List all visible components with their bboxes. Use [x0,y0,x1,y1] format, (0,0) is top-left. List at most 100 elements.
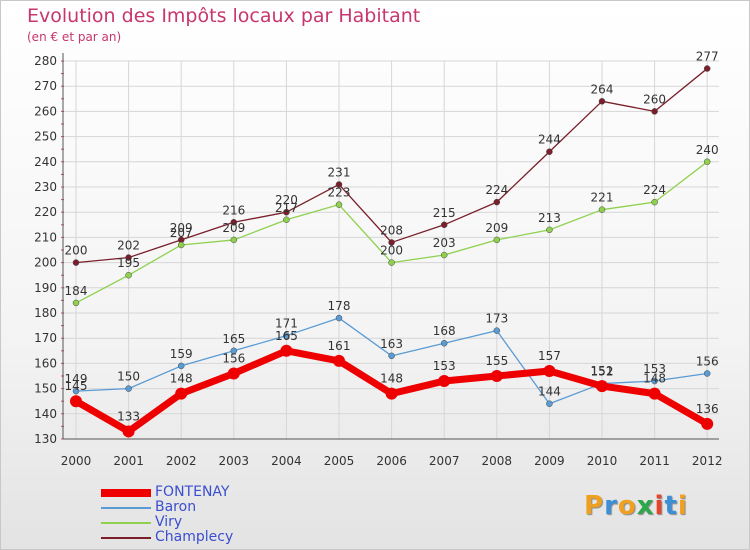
data-point [335,314,343,322]
data-label: 184 [65,284,88,298]
logo-letter: o [617,491,637,521]
data-point [388,239,395,246]
x-tick-label: 2009 [534,454,565,468]
data-point [546,148,553,155]
data-label: 244 [538,133,561,147]
y-tick-label: 160 [34,356,57,370]
data-label: 221 [591,191,614,205]
y-tick-label: 200 [34,256,57,270]
data-label: 156 [222,351,245,365]
data-label: 223 [328,186,351,200]
data-point [230,219,238,226]
data-point [648,387,661,400]
data-point [72,299,80,307]
data-label: 165 [222,332,245,346]
x-tick-label: 2004 [271,454,302,468]
data-label: 144 [538,385,561,399]
data-label: 200 [65,244,88,258]
y-tick-label: 150 [34,382,57,396]
y-tick-label: 230 [34,180,57,194]
data-label: 215 [433,206,456,220]
data-label: 155 [485,354,508,368]
x-tick-label: 2005 [324,454,355,468]
proxiti-logo: Proxiti [584,491,688,521]
legend-item-baron: Baron [101,500,233,515]
x-tick-label: 2002 [166,454,197,468]
data-point [493,327,501,334]
logo-letter: i [654,491,665,521]
y-tick-label: 260 [34,104,57,118]
legend-swatch-baron [101,506,151,509]
x-tick-label: 2000 [61,454,92,468]
data-label: 231 [328,165,351,179]
legend-item-viry: Viry [101,515,233,530]
data-label: 207 [170,226,193,240]
x-tick-label: 2001 [113,454,144,468]
data-label: 209 [170,221,193,235]
data-label: 224 [643,183,666,197]
data-label: 220 [275,193,298,207]
data-point [388,352,395,360]
data-point [440,339,448,347]
data-point [490,370,503,382]
data-point [335,181,343,188]
x-tick-label: 2006 [376,454,407,468]
data-point [283,216,290,224]
chart-title: Evolution des Impôts locaux par Habitant [27,5,421,27]
y-tick-label: 220 [34,205,57,219]
data-label: 165 [275,329,298,343]
data-point [598,98,606,105]
data-label: 159 [170,347,193,361]
data-label: 208 [380,223,403,237]
data-label: 148 [170,372,193,386]
legend-item-champlecy: Champlecy [101,530,233,545]
x-tick-label: 2011 [639,454,670,468]
data-label: 133 [117,409,140,423]
data-point [703,65,711,72]
data-label: 209 [485,221,508,235]
legend-swatch-viry [101,521,151,524]
data-point [283,332,290,339]
data-point [230,347,238,355]
data-label: 156 [696,354,719,368]
data-point [177,241,185,249]
data-label: 260 [643,92,666,106]
data-label: 264 [591,82,614,96]
data-point [440,251,448,259]
data-label: 149 [65,372,88,386]
data-label: 216 [222,203,245,217]
data-point [546,400,553,407]
data-point [177,362,185,370]
x-tick-label: 2010 [587,454,618,468]
data-label: 195 [117,256,140,270]
y-tick-label: 170 [34,331,57,345]
data-point [283,208,290,216]
data-label: 203 [433,236,456,250]
chart-subtitle: (en € et par an) [27,30,122,44]
x-tick-label: 2007 [429,454,460,468]
legend-swatch-champlecy [101,536,151,539]
data-label: 136 [696,402,719,416]
legend-label-champlecy: Champlecy [155,529,234,545]
data-label: 157 [538,349,561,363]
data-point [493,198,501,206]
data-label: 163 [380,337,403,351]
data-point [438,375,451,388]
data-label: 217 [275,201,298,215]
y-tick-label: 190 [34,281,57,295]
data-label: 213 [538,211,561,225]
data-label: 209 [222,221,245,235]
data-label: 240 [696,143,719,157]
legend-label-baron: Baron [155,499,197,515]
data-point [440,221,448,229]
y-tick-label: 140 [34,407,57,421]
y-tick-label: 210 [34,230,57,244]
x-tick-label: 2012 [692,454,723,468]
y-tick-label: 270 [34,79,57,93]
data-label: 277 [696,50,719,64]
data-point [701,417,714,430]
logo-letter: P [584,491,605,521]
data-point [175,387,188,400]
data-point [388,259,395,266]
